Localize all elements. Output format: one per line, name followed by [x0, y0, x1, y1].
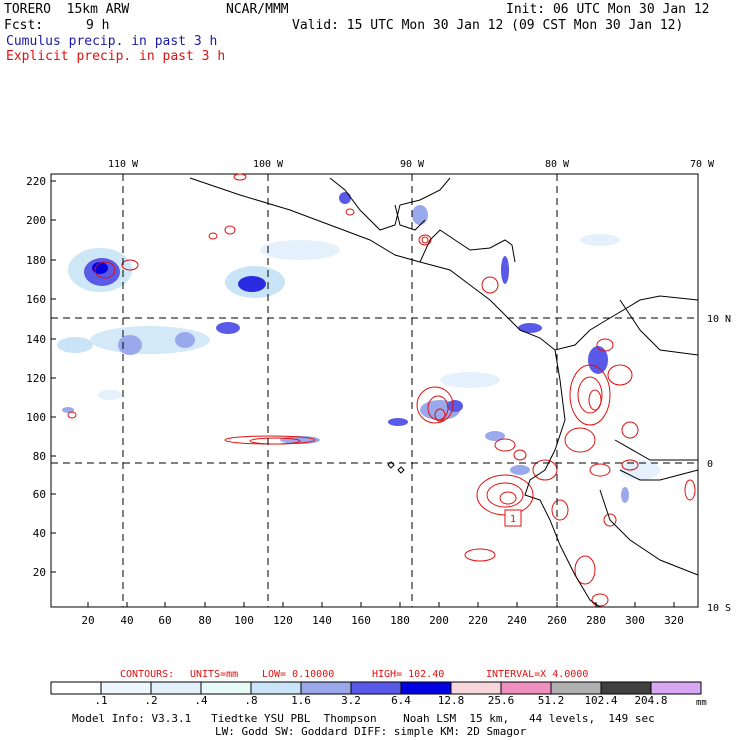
colorbar-swatch [150, 681, 202, 695]
y-tick-label: 120 [26, 372, 46, 385]
x-tick-label: 60 [158, 614, 171, 627]
colorbar-unit: mm [696, 698, 707, 708]
colorbar-unit-group: mm [696, 698, 707, 708]
lon-label: 110 W [108, 159, 139, 170]
coastlines [189, 177, 699, 608]
colorbar-swatch [350, 681, 402, 695]
y-tick-label: 140 [26, 333, 46, 346]
contours-low: LOW= 0.10000 [262, 669, 334, 680]
y-axis-labels: 220 200 180 160 140 120 100 80 60 40 20 [26, 175, 46, 579]
colorbar-label: .1 [94, 694, 108, 707]
x-axis-labels: 20 40 60 80 100 120 140 160 180 200 220 … [81, 614, 684, 627]
contours-units: UNITS=mm [190, 669, 238, 680]
lat-label: 10 N [707, 314, 731, 325]
colorbar-label: 12.8 [437, 694, 465, 707]
y-tick-marks [51, 180, 56, 573]
lat-label: 10 S [707, 603, 731, 614]
contours-label: CONTOURS: [120, 669, 174, 680]
x-tick-label: 200 [429, 614, 449, 627]
y-tick-label: 20 [33, 566, 46, 579]
y-tick-label: 180 [26, 254, 46, 267]
colorbar-swatch [600, 681, 652, 695]
map-frame [50, 173, 699, 608]
x-tick-label: 140 [312, 614, 332, 627]
cumulus-precip-shading [57, 192, 660, 503]
highlight-label: 1 [510, 514, 516, 525]
cumulus-precip-label: Cumulus precip. in past 3 h [6, 34, 218, 49]
lon-label: 100 W [253, 159, 284, 170]
lon-label: 90 W [400, 159, 425, 170]
colorbar-label: 6.4 [391, 694, 411, 707]
y-tick-label: 220 [26, 175, 46, 188]
colorbar-label: 3.2 [341, 694, 361, 707]
colorbar-label: 25.6 [487, 694, 515, 707]
x-tick-label: 180 [390, 614, 410, 627]
explicit-precip-contours [67, 173, 696, 607]
model-info-line2: LW: Godd SW: Goddard DIFF: simple KM: 2D… [215, 725, 527, 738]
contours-interval: INTERVAL=X 4.0000 [486, 669, 588, 680]
colorbar-swatch [200, 681, 252, 695]
x-tick-label: 320 [664, 614, 684, 627]
x-tick-label: 80 [198, 614, 211, 627]
colorbar-label: 1.6 [291, 694, 311, 707]
colorbar [50, 681, 702, 695]
colorbar-swatch [400, 681, 452, 695]
colorbar-label: .8 [244, 694, 258, 707]
x-tick-label: 220 [468, 614, 488, 627]
x-tick-label: 120 [273, 614, 293, 627]
contours-info: CONTOURS: UNITS=mm LOW= 0.10000 HIGH= 10… [120, 669, 588, 680]
x-tick-label: 240 [507, 614, 527, 627]
forecast-label: Fcst: [4, 18, 44, 33]
colorbar-label: .4 [194, 694, 208, 707]
init-time: Init: 06 UTC Mon 30 Jan 12 [506, 2, 710, 17]
colorbar-label: 51.2 [537, 694, 565, 707]
x-tick-label: 300 [625, 614, 645, 627]
lon-label: 80 W [545, 159, 570, 170]
valid-time: Valid: 15 UTC Mon 30 Jan 12 (09 CST Mon … [292, 18, 684, 33]
lon-label: 70 W [690, 159, 715, 170]
explicit-precip-label: Explicit precip. in past 3 h [6, 49, 226, 64]
longitude-labels: 110 W 100 W 90 W 80 W 70 W [108, 159, 715, 170]
colorbar-swatch [450, 681, 502, 695]
y-tick-label: 60 [33, 488, 46, 501]
x-tick-label: 160 [351, 614, 371, 627]
x-tick-label: 100 [234, 614, 254, 627]
y-tick-label: 40 [33, 527, 46, 540]
model-title: TORERO 15km ARW [4, 2, 130, 17]
colorbar-swatch [500, 681, 552, 695]
colorbar-swatch [650, 681, 702, 695]
model-info-line1: Model Info: V3.3.1 Tiedtke YSU PBL Thomp… [72, 712, 655, 725]
y-tick-label: 200 [26, 214, 46, 227]
x-tick-label: 260 [547, 614, 567, 627]
colorbar-label: 204.8 [634, 694, 668, 707]
lat-lon-grid [51, 174, 698, 607]
colorbar-swatch [50, 681, 102, 695]
forecast-hour: 9 h [86, 18, 110, 33]
colorbar-label: .2 [144, 694, 158, 707]
highlight-box [504, 509, 522, 527]
lat-label: 0 [707, 459, 713, 470]
colorbar-swatch [300, 681, 352, 695]
x-tick-label: 20 [81, 614, 94, 627]
y-tick-label: 100 [26, 411, 46, 424]
latitude-labels: 10 N 0 10 S [707, 314, 731, 614]
x-tick-label: 280 [586, 614, 606, 627]
center-name: NCAR/MMM [226, 2, 289, 17]
colorbar-swatch [550, 681, 602, 695]
x-tick-label: 40 [120, 614, 133, 627]
y-tick-label: 80 [33, 450, 46, 463]
colorbar-label: 102.4 [584, 694, 618, 707]
y-tick-label: 160 [26, 293, 46, 306]
colorbar-swatch [250, 681, 302, 695]
contours-high: HIGH= 102.40 [372, 669, 444, 680]
colorbar-swatch [100, 681, 152, 695]
x-tick-marks [87, 602, 675, 607]
